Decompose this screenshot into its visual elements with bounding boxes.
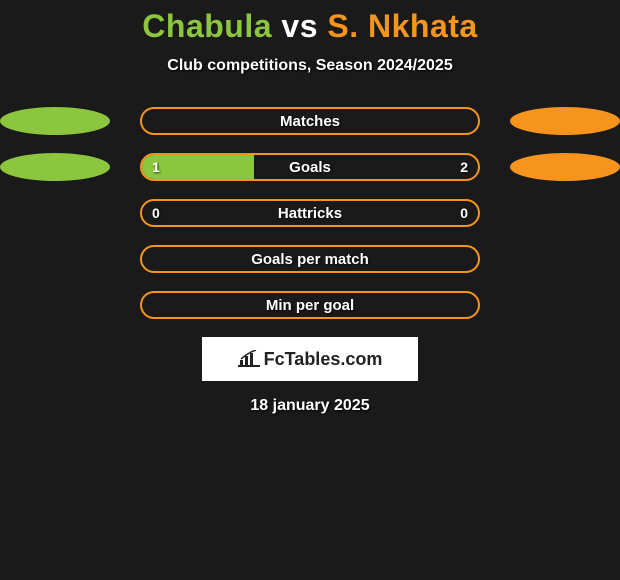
- stat-bar: 00Hattricks: [140, 199, 480, 227]
- title: Chabula vs S. Nkhata: [0, 8, 620, 45]
- stat-row: 12Goals: [0, 153, 620, 181]
- stat-bar: Min per goal: [140, 291, 480, 319]
- stat-label: Goals per match: [142, 247, 478, 271]
- player1-ellipse: [0, 107, 110, 135]
- stat-bar: 12Goals: [140, 153, 480, 181]
- stat-label: Hattricks: [142, 201, 478, 225]
- logo-box: FcTables.com: [202, 337, 418, 381]
- title-vs: vs: [281, 8, 318, 44]
- spacer: [510, 199, 620, 227]
- stat-label: Goals: [142, 155, 478, 179]
- title-player2: S. Nkhata: [327, 8, 477, 44]
- stat-bar: Goals per match: [140, 245, 480, 273]
- spacer: [0, 199, 110, 227]
- subtitle: Club competitions, Season 2024/2025: [0, 57, 620, 75]
- stat-label: Min per goal: [142, 293, 478, 317]
- stat-row: Goals per match: [0, 245, 620, 273]
- stat-row: Matches: [0, 107, 620, 135]
- logo: FcTables.com: [238, 349, 383, 370]
- spacer: [0, 245, 110, 273]
- player2-ellipse: [510, 107, 620, 135]
- logo-text: FcTables.com: [264, 349, 383, 370]
- stat-row: 00Hattricks: [0, 199, 620, 227]
- player2-ellipse: [510, 153, 620, 181]
- player1-ellipse: [0, 153, 110, 181]
- chart-icon: [238, 350, 260, 368]
- stat-row: Min per goal: [0, 291, 620, 319]
- spacer: [510, 291, 620, 319]
- stat-label: Matches: [142, 109, 478, 133]
- stats-rows: Matches 12Goals 00Hattricks Goals per match…: [0, 107, 620, 319]
- spacer: [0, 291, 110, 319]
- date-text: 18 january 2025: [0, 397, 620, 415]
- stat-bar: Matches: [140, 107, 480, 135]
- spacer: [510, 245, 620, 273]
- infographic-container: Chabula vs S. Nkhata Club competitions, …: [0, 0, 620, 415]
- title-player1: Chabula: [142, 8, 272, 44]
